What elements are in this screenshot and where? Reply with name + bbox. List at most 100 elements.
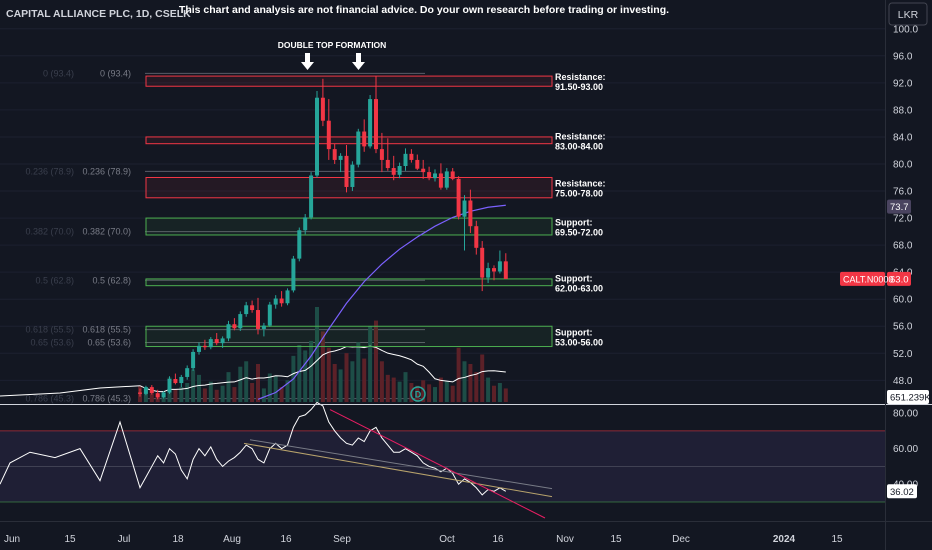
fib-label: 0.618 (55.5): [82, 325, 131, 335]
candle: [315, 90, 319, 178]
candle-body: [185, 368, 190, 377]
candle: [403, 148, 408, 171]
zone-range: 75.00-78.00: [555, 189, 603, 199]
time-tick: Sep: [333, 534, 351, 545]
time-tick: 15: [64, 534, 76, 545]
candle: [220, 336, 225, 348]
price-tick: 96.0: [893, 51, 913, 62]
candle-body: [285, 290, 290, 304]
dividend-marker: [410, 386, 426, 402]
zone-title: Support:: [555, 218, 593, 228]
price-tick: 92.0: [893, 78, 913, 89]
zone-title: Support:: [555, 327, 593, 337]
candle: [415, 154, 420, 171]
candle: [462, 195, 467, 251]
candle: [179, 374, 184, 388]
fib-label: 0 (93.4): [100, 68, 131, 78]
volume-bar: [303, 350, 308, 402]
candle-body: [421, 168, 426, 173]
candle-body: [261, 325, 266, 329]
rsi-trendline-lower: [243, 442, 553, 498]
candle-body: [450, 171, 455, 179]
candle-body: [191, 351, 196, 369]
candle-body: [149, 387, 154, 394]
candle-body: [391, 168, 396, 175]
volume-bar: [332, 364, 337, 402]
candle: [427, 166, 432, 181]
volume-bar: [480, 354, 485, 402]
candle-body: [350, 164, 355, 187]
currency-button[interactable]: LKR: [888, 2, 928, 26]
candle-body: [326, 120, 331, 150]
volume-bar: [179, 387, 184, 402]
candle-body: [438, 173, 443, 188]
candle-body: [403, 153, 408, 167]
candle: [232, 318, 237, 331]
candle: [138, 388, 142, 397]
time-tick: 15: [831, 534, 843, 545]
price-badge-value: 63.0: [890, 274, 909, 285]
price-tick: 88.0: [893, 105, 913, 116]
fib-label-faded: 0 (93.4): [43, 68, 74, 78]
fibonacci-retracement: 0 (93.4) 0 (93.4) 0.236 (78.9) 0.236 (78.9)…: [25, 68, 425, 404]
volume-bar: [256, 364, 260, 402]
rsi-pane: [0, 401, 885, 519]
symbol-title[interactable]: CAPITAL ALLIANCE PLC, 1D, CSELK: [6, 8, 191, 20]
candle: [338, 153, 343, 173]
time-tick: 2024: [773, 534, 796, 545]
candle-body: [497, 261, 502, 272]
fib-label-faded: 0.618 (55.5): [25, 325, 74, 335]
volume-bar: [444, 381, 449, 402]
candle-body: [338, 155, 343, 160]
candle-body: [474, 226, 479, 248]
fib-label-faded: 0.236 (78.9): [25, 166, 74, 176]
volume-bar: [173, 389, 178, 402]
support-resistance-zones: Resistance:91.50-93.00Resistance:83.00-8…: [145, 72, 606, 347]
candle-body: [468, 200, 473, 227]
time-tick: Jul: [118, 534, 131, 545]
candle: [350, 161, 355, 192]
candle-body: [226, 324, 231, 339]
rsi-badge: [887, 484, 917, 499]
candle: [438, 163, 443, 190]
resistance-zone: [145, 136, 553, 145]
candle: [208, 337, 213, 350]
candle: [492, 265, 496, 281]
candle-body: [297, 230, 302, 259]
double-top-arrow-right: [352, 53, 365, 70]
price-tick: 48.0: [893, 376, 913, 387]
candle: [320, 78, 325, 127]
candle: [397, 162, 402, 179]
zone-title: Resistance:: [555, 72, 606, 82]
symbol-badge-label: CALT.N0000: [843, 274, 893, 284]
candle: [143, 385, 148, 396]
candle: [474, 220, 479, 255]
time-tick: 18: [172, 534, 184, 545]
volume-bar: [391, 377, 396, 402]
support-zone: [145, 217, 553, 236]
volume-bar: [450, 385, 455, 402]
candle-body: [492, 268, 496, 272]
candle-body: [250, 305, 255, 311]
volume-bar: [456, 347, 461, 402]
volume-bar: [379, 361, 384, 402]
volume-bar: [344, 353, 349, 402]
candle-body: [309, 175, 314, 218]
candle-body: [379, 149, 384, 160]
double-top-arrow-left: [301, 53, 314, 70]
volume-bar: [438, 377, 443, 402]
candlesticks[interactable]: [138, 76, 508, 400]
candle: [173, 373, 178, 385]
candle: [444, 168, 449, 190]
volume-bar: [462, 361, 467, 402]
price-tick: 76.0: [893, 187, 913, 198]
price-badge: [887, 271, 911, 286]
candle-body: [202, 345, 207, 348]
rsi-badge-value: 36.02: [890, 487, 914, 498]
candle: [309, 172, 314, 220]
candle-body: [503, 261, 508, 279]
volume-bar: [497, 383, 502, 402]
candle-body: [197, 345, 201, 352]
volume-bar: [191, 369, 196, 402]
